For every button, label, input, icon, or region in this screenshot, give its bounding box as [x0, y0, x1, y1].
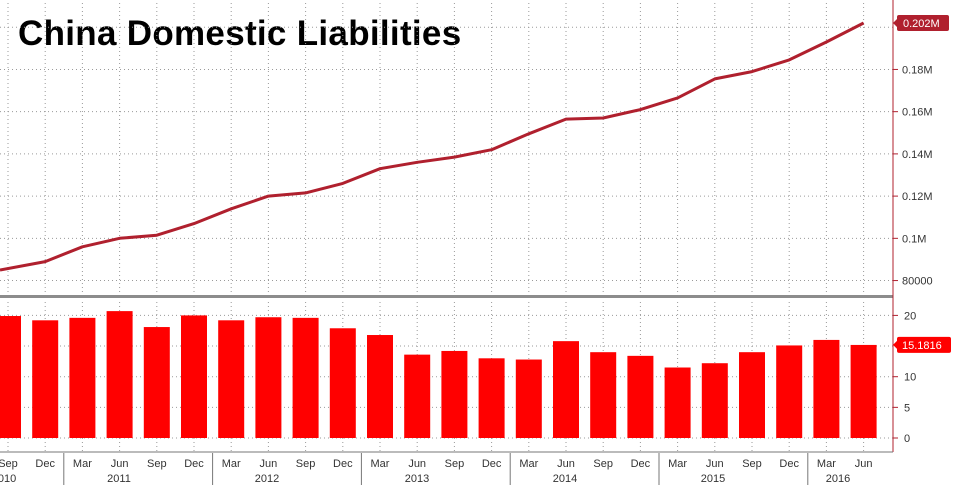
- year-label: 2013: [405, 473, 429, 485]
- bar: [32, 320, 59, 438]
- bar: [553, 341, 579, 438]
- bar: [664, 367, 691, 438]
- bar: [441, 350, 468, 438]
- y-tick-label: 10: [904, 372, 916, 384]
- bar: [850, 344, 877, 438]
- x-tick-label: Mar: [519, 458, 538, 470]
- last-value-pointer: [893, 18, 898, 28]
- year-label: 2010: [0, 473, 16, 485]
- x-tick-label: Mar: [73, 458, 92, 470]
- year-label: 2015: [701, 473, 725, 485]
- x-tick-label: Sep: [593, 458, 613, 470]
- year-label: 2016: [826, 473, 850, 485]
- y-tick-label: 0: [904, 433, 910, 445]
- x-tick-label: Dec: [35, 458, 55, 470]
- last-value-label: 15.1816: [902, 340, 942, 352]
- last-value-label: 0.202M: [903, 18, 940, 30]
- bar: [143, 327, 170, 438]
- y-tick-label: 5: [904, 402, 910, 414]
- bar: [701, 363, 728, 438]
- x-tick-label: Jun: [557, 458, 575, 470]
- x-tick-label: Sep: [445, 458, 465, 470]
- x-tick-label: Sep: [0, 458, 18, 470]
- y-tick-label: 0.12M: [902, 191, 933, 203]
- x-tick-label: Jun: [855, 458, 873, 470]
- bar: [404, 354, 431, 438]
- year-label: 2011: [107, 473, 131, 485]
- x-tick-label: Dec: [333, 458, 353, 470]
- x-tick-label: Mar: [222, 458, 241, 470]
- x-tick-label: Sep: [742, 458, 762, 470]
- bar: [813, 339, 840, 438]
- x-tick-label: Sep: [147, 458, 167, 470]
- x-tick-label: Mar: [668, 458, 687, 470]
- year-label: 2014: [553, 473, 577, 485]
- y-tick-label: 0.16M: [902, 107, 933, 119]
- bar: [776, 345, 803, 438]
- bar: [0, 316, 21, 438]
- last-value-badge: [897, 336, 951, 353]
- x-tick-label: Jun: [706, 458, 724, 470]
- bar: [515, 359, 542, 438]
- series-line: [0, 21, 865, 272]
- y-tick-label: 80000: [902, 276, 933, 288]
- bar: [69, 317, 96, 438]
- x-tick-label: Sep: [296, 458, 316, 470]
- x-tick-label: Dec: [184, 458, 204, 470]
- last-value-pointer: [893, 339, 898, 350]
- x-tick-label: Jun: [111, 458, 129, 470]
- bar: [590, 352, 617, 438]
- bar: [739, 352, 765, 438]
- bar: [218, 320, 245, 438]
- x-tick-label: Mar: [371, 458, 390, 470]
- bar: [292, 317, 319, 438]
- bar: [106, 311, 133, 438]
- y-tick-label: 0.1M: [902, 233, 926, 245]
- bar: [181, 315, 207, 438]
- year-label: 2012: [255, 473, 279, 485]
- bar: [367, 335, 393, 438]
- chart-title: China Domestic Liabilities: [18, 14, 462, 53]
- x-tick-label: Dec: [631, 458, 651, 470]
- x-tick-label: Mar: [817, 458, 836, 470]
- last-value-badge: [897, 15, 949, 31]
- x-tick-label: Dec: [482, 458, 502, 470]
- y-tick-label: 0.18M: [902, 64, 933, 76]
- bar: [329, 328, 356, 438]
- x-tick-label: Jun: [260, 458, 278, 470]
- bar: [255, 317, 282, 438]
- bar: [627, 355, 654, 438]
- y-tick-label: 20: [904, 310, 916, 322]
- y-tick-label: 0.14M: [902, 149, 933, 161]
- bar: [478, 358, 505, 438]
- panel-separator: [0, 295, 893, 298]
- x-tick-label: Dec: [779, 458, 799, 470]
- x-tick-label: Jun: [408, 458, 426, 470]
